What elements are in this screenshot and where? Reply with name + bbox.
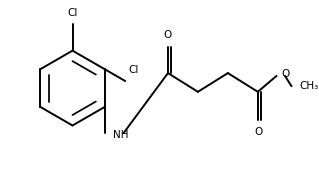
- Text: Cl: Cl: [67, 8, 78, 18]
- Text: O: O: [164, 30, 172, 40]
- Text: CH₃: CH₃: [299, 81, 318, 91]
- Text: O: O: [255, 127, 263, 137]
- Text: NH: NH: [113, 130, 129, 140]
- Text: O: O: [281, 69, 289, 79]
- Text: Cl: Cl: [128, 66, 138, 75]
